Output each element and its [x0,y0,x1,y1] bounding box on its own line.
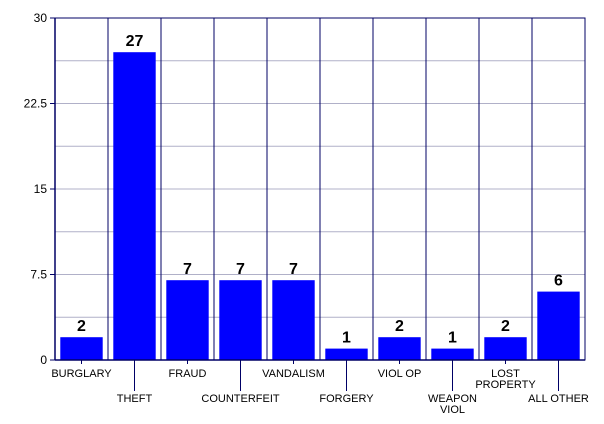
bar [219,280,262,360]
data-label: 7 [236,261,245,278]
data-label: 1 [342,330,351,347]
bar [537,291,580,360]
x-tick-label: COUNTERFEIT [201,393,280,405]
y-tick-label: 30 [34,11,48,25]
x-tick-label: THEFT [117,393,153,405]
bar [113,52,156,360]
x-tick-label: LOST PROPERTY [475,368,536,391]
x-tick-label: FRAUD [169,368,207,380]
bar [431,348,474,360]
x-tick-label: VANDALISM [262,368,325,380]
data-label: 2 [77,318,86,335]
data-label: 27 [126,33,144,50]
data-labels: 2 27 7 7 7 1 2 1 2 6 [77,33,563,346]
bar [378,337,421,360]
x-tick-labels: BURGLARY THEFT FRAUD COUNTERFEIT VANDALISM FO… [51,360,589,416]
y-tick-labels: 0 7.5 15 22.5 30 [24,11,55,367]
x-tick-label: FORGERY [319,393,374,405]
x-tick-label: VIOL OP [378,368,422,380]
x-tick-label: WEAPON VIOL [428,393,477,416]
data-label: 6 [554,273,563,290]
y-tick-label: 7.5 [30,268,47,282]
data-label: 2 [501,318,510,335]
y-tick-label: 15 [34,182,48,196]
y-tick-label: 0 [40,353,47,367]
x-tick-label: ALL OTHER [528,393,589,405]
bar [484,337,527,360]
bar [166,280,209,360]
data-label: 1 [448,330,457,347]
bar [272,280,315,360]
data-label: 7 [183,261,192,278]
bar [60,337,103,360]
bars [60,52,580,360]
y-tick-label: 22.5 [24,97,48,111]
data-label: 7 [289,261,298,278]
bar [325,348,368,360]
data-label: 2 [395,318,404,335]
x-tick-label: BURGLARY [51,368,112,380]
